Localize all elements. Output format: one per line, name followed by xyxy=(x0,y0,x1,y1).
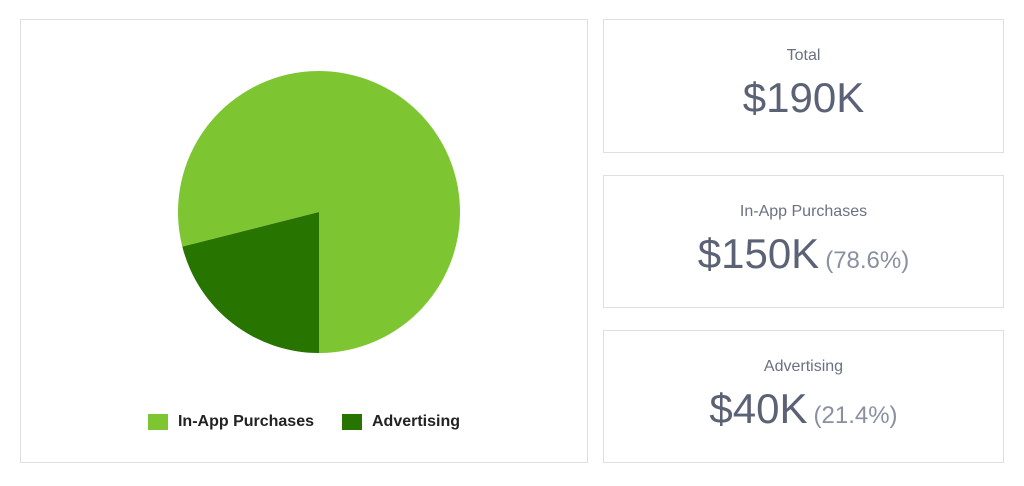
legend-swatch-in-app-purchases xyxy=(147,414,168,430)
in-app-purchases-percent: (78.6%) xyxy=(825,247,910,274)
chart-legend: In-App Purchases Advertising xyxy=(21,413,587,431)
advertising-value-row: $40K (21.4%) xyxy=(604,385,1003,433)
advertising-card: Advertising $40K (21.4%) xyxy=(603,330,1004,463)
advertising-percent: (21.4%) xyxy=(813,402,898,429)
in-app-purchases-card: In-App Purchases $150K (78.6%) xyxy=(603,175,1004,308)
total-value-row: $190K xyxy=(604,74,1003,122)
pie-slice-in-app-purchases[interactable] xyxy=(178,70,460,353)
total-card: Total $190K xyxy=(603,19,1004,153)
in-app-purchases-value: $150K xyxy=(697,230,820,277)
pie-chart xyxy=(178,70,460,353)
in-app-purchases-value-row: $150K (78.6%) xyxy=(604,230,1003,278)
legend-item-advertising[interactable]: Advertising xyxy=(342,413,460,431)
advertising-label: Advertising xyxy=(763,358,844,375)
legend-label: In-App Purchases xyxy=(177,413,314,430)
pie-slice-advertising[interactable] xyxy=(182,212,319,353)
advertising-value: $40K xyxy=(709,385,808,432)
in-app-purchases-label: In-App Purchases xyxy=(739,203,868,220)
total-label: Total xyxy=(786,47,821,64)
legend-label: Advertising xyxy=(372,413,461,430)
legend-item-in-app-purchases[interactable]: In-App Purchases xyxy=(147,413,314,431)
legend-swatch-advertising xyxy=(342,414,362,430)
total-value: $190K xyxy=(742,74,865,121)
pie-chart-panel: In-App Purchases Advertising xyxy=(20,19,588,463)
